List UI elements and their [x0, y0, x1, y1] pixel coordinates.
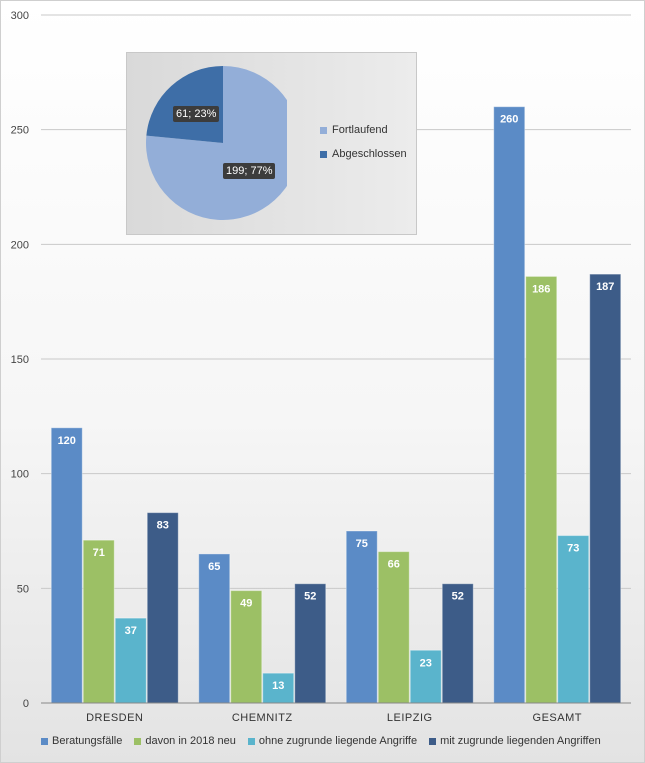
legend-item-mit-angriffen: mit zugrunde liegenden Angriffen: [429, 735, 601, 747]
x-axis-ticks: DRESDEN CHEMNITZ LEIPZIG GESAMT: [86, 712, 582, 724]
legend-item-davon-neu: davon in 2018 neu: [134, 735, 236, 747]
y-tick-label: 150: [11, 354, 29, 366]
x-tick-label: CHEMNITZ: [232, 712, 293, 724]
y-axis-ticks: 0 50 100 150 200 250 300: [11, 10, 29, 710]
legend-swatch: [134, 737, 142, 745]
pie-label-fortlaufend: 199; 77%: [223, 163, 276, 179]
pie-legend-fortlaufend: Fortlaufend: [320, 124, 388, 136]
bar-value-label: 187: [596, 281, 614, 293]
bar: [82, 539, 115, 704]
bar-value-label: 186: [532, 283, 550, 295]
bar: [525, 275, 558, 704]
pie-legend-abgeschlossen: Abgeschlossen: [320, 148, 407, 160]
pie-chart-panel: 61; 23% 199; 77% Fortlaufend Abgeschloss…: [126, 52, 417, 235]
bar-value-label: 73: [567, 543, 579, 555]
pie-chart: [146, 65, 300, 220]
legend-swatch: [320, 150, 327, 158]
bar-value-label: 49: [240, 598, 252, 610]
legend-swatch: [429, 737, 437, 745]
bar: [493, 106, 526, 704]
bar: [377, 551, 410, 704]
bars: 120 71 37 83 65 49 13 52 75 66 23 52 260 186 73 187: [50, 106, 622, 704]
bar: [114, 617, 147, 704]
bar-value-label: 65: [208, 561, 220, 573]
y-tick-label: 250: [11, 125, 29, 137]
legend-label: ohne zugrunde liegende Angriffe: [258, 735, 418, 747]
bar-value-label: 71: [93, 547, 105, 559]
bar-value-label: 120: [58, 435, 76, 447]
x-tick-label: DRESDEN: [86, 712, 143, 724]
bar-value-label: 83: [157, 520, 169, 532]
x-tick-label: GESAMT: [533, 712, 582, 724]
pie-slice: [146, 65, 223, 143]
y-tick-label: 300: [11, 10, 29, 22]
bar-value-label: 37: [125, 625, 137, 637]
legend-swatch: [41, 737, 48, 745]
y-tick-label: 0: [23, 698, 29, 710]
legend-item-ohne-angriffe: ohne zugrunde liegende Angriffe: [247, 735, 418, 747]
bar: [441, 583, 474, 704]
bar-value-label: 260: [500, 114, 518, 126]
bar-value-label: 23: [420, 657, 432, 669]
legend-label: Beratungsfälle: [52, 735, 123, 747]
y-tick-label: 50: [17, 583, 29, 595]
bar-value-label: 13: [272, 680, 284, 692]
legend-label: mit zugrunde liegenden Angriffen: [440, 735, 601, 747]
pie-label-abgeschlossen: 61; 23%: [173, 106, 220, 122]
bar-value-label: 52: [452, 591, 464, 603]
legend-swatch: [320, 126, 327, 134]
legend-swatch: [247, 737, 255, 745]
pie-legend-label: Fortlaufend: [332, 124, 388, 136]
bar-value-label: 52: [304, 591, 316, 603]
y-tick-label: 200: [11, 239, 29, 251]
bar: [146, 512, 179, 704]
legend-label: davon in 2018 neu: [145, 735, 236, 747]
bar: [198, 553, 231, 704]
bar: [589, 273, 622, 704]
bar: [294, 583, 327, 704]
bar: [262, 672, 295, 704]
bar: [409, 649, 442, 704]
bar: [557, 535, 590, 704]
legend-item-beratungsfaelle: Beratungsfälle: [41, 735, 122, 747]
x-tick-label: LEIPZIG: [387, 712, 433, 724]
y-tick-label: 100: [11, 469, 29, 481]
bar: [345, 530, 378, 704]
bar: [50, 427, 83, 704]
bar-value-label: 66: [388, 559, 400, 571]
pie-legend-label: Abgeschlossen: [332, 148, 407, 160]
bar-value-label: 75: [356, 538, 368, 550]
bar-legend: Beratungsfälle davon in 2018 neu ohne zu…: [41, 735, 601, 747]
